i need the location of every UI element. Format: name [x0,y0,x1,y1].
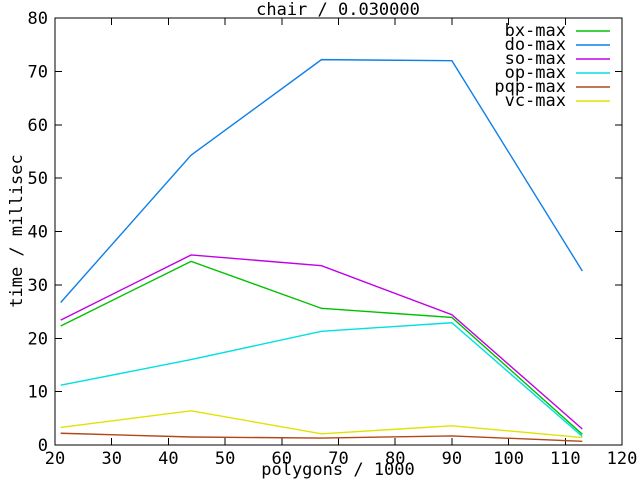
legend-label: do-max [505,35,566,55]
legend-entry-pqp-max: pqp-max [494,77,610,97]
y-tick-label: 10 [28,383,48,403]
legend-label: vc-max [505,91,566,111]
x-tick-label: 50 [215,449,235,469]
series-line-do-max [60,58,583,303]
y-axis-label: time / millisec [7,154,27,308]
series-line-vc-max [60,410,583,439]
series-line-pqp-max [60,432,583,442]
x-tick-label: 80 [385,449,405,469]
x-tick-label: 30 [101,449,121,469]
series-line-so-max [60,254,583,430]
legend-label: bx-max [505,21,566,41]
legend-label: so-max [505,49,566,69]
legend-label: op-max [505,63,566,83]
y-tick-label: 30 [28,276,48,296]
y-tick-label: 20 [28,329,48,349]
x-tick-label: 40 [158,449,178,469]
x-tick-label: 120 [607,449,638,469]
x-axis-label: polygons / 1000 [261,460,415,480]
chart-title: chair / 0.030000 [256,0,420,20]
x-tick-label: 90 [442,449,462,469]
x-tick-label: 70 [328,449,348,469]
y-tick-label: 70 [28,62,48,82]
x-tick-label: 100 [493,449,524,469]
x-tick-label: 110 [550,449,581,469]
legend-entry-so-max: so-max [505,49,610,69]
legend-entry-bx-max: bx-max [505,21,610,41]
x-tick-label: 20 [45,449,65,469]
y-tick-label: 40 [28,223,48,243]
y-tick-label: 50 [28,169,48,189]
x-tick-label: 60 [272,449,292,469]
y-tick-label: 80 [28,9,48,29]
series-line-bx-max [60,260,583,435]
series-lines [60,58,583,442]
legend-entry-op-max: op-max [505,63,610,83]
series-line-op-max [60,322,583,437]
legend-label: pqp-max [494,77,566,97]
legend-entry-vc-max: vc-max [505,91,610,111]
y-tick-label: 60 [28,116,48,136]
axes: 20 30 40 50 60 70 80 90 100 110 120 0 10 20 30 40 50 60 70… [28,9,638,469]
y-tick-label: 0 [38,436,48,456]
legend-entry-do-max: do-max [505,35,610,55]
